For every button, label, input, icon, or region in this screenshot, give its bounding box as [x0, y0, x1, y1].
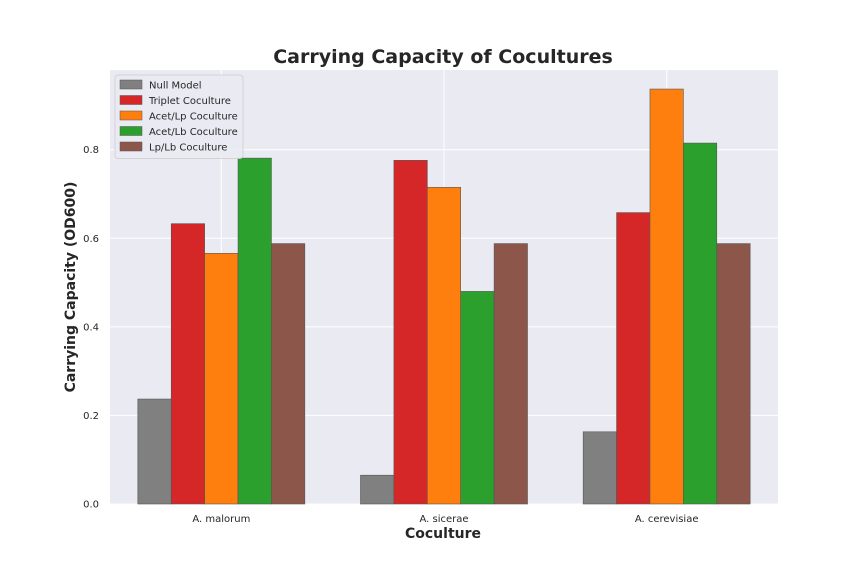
tick-labels: 0.0 0.2 0.4 0.6 0.8 A. malorum A. sicerae A. ce…	[83, 145, 698, 525]
y-tick-label: 0.4	[83, 322, 99, 333]
legend-frame	[114, 74, 244, 159]
legend-label: Null Model	[149, 81, 202, 92]
legend-swatch	[119, 126, 143, 136]
y-tick-label: 0.0	[83, 500, 99, 511]
bar-acet-lp-coculture-1	[426, 187, 461, 505]
bars	[137, 88, 751, 505]
bar-lp-lb-coculture-0	[271, 243, 306, 505]
legend: Null Model Triplet Coculture Acet/Lp Cocul…	[114, 74, 244, 159]
bar-lp-lb-coculture-1	[493, 243, 528, 505]
bar-acet-lb-coculture-1	[460, 291, 495, 505]
legend-label: Acet/Lp Coculture	[149, 112, 238, 123]
legend-swatch	[119, 110, 143, 121]
bar-acet-lb-coculture-0	[237, 157, 272, 505]
x-tick-label: A. malorum	[192, 514, 250, 525]
chart-title: Carrying Capacity of Cocultures	[273, 46, 613, 68]
y-tick-label: 0.2	[83, 411, 99, 422]
bar-lp-lb-coculture-2	[716, 243, 751, 505]
bar-triplet-coculture-2	[616, 212, 651, 505]
legend-swatch	[119, 95, 143, 105]
bar-acet-lb-coculture-2	[683, 142, 718, 505]
x-axis-label: Coculture	[405, 526, 481, 542]
legend-label: Lp/Lb Coculture	[149, 143, 227, 154]
y-axis-label: Carrying Capacity (OD600)	[63, 182, 79, 393]
bar-null-model-0	[137, 398, 172, 505]
bar-null-model-1	[360, 474, 395, 505]
bar-acet-lp-coculture-2	[649, 88, 684, 505]
bar-null-model-2	[582, 431, 617, 505]
x-tick-label: A. sicerae	[419, 514, 468, 525]
legend-swatch	[119, 141, 143, 152]
y-tick-label: 0.6	[83, 234, 99, 245]
bar-triplet-coculture-0	[170, 223, 205, 505]
legend-label: Acet/Lb Coculture	[149, 127, 238, 138]
bar-triplet-coculture-1	[393, 160, 428, 505]
legend-label: Triplet Coculture	[148, 96, 231, 107]
x-tick-label: A. cerevisiae	[635, 514, 699, 525]
legend-swatch	[119, 79, 143, 90]
y-tick-label: 0.8	[83, 145, 99, 156]
bar-acet-lp-coculture-0	[204, 253, 239, 505]
